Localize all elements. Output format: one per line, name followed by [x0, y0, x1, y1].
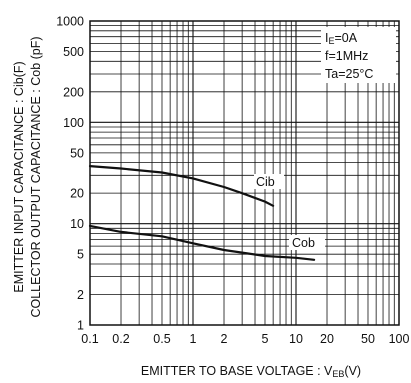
- x-tick-label: 0.2: [112, 332, 129, 346]
- x-axis-title: EMITTER TO BASE VOLTAGE : VEB(V): [141, 364, 361, 379]
- x-tick-label: 100: [389, 332, 410, 346]
- x-tick-label: 5: [262, 332, 269, 346]
- conditions-box: IE=0A f=1MHz Ta=25°C: [321, 27, 396, 83]
- x-tick-label: 50: [361, 332, 375, 346]
- y-tick-label: 5: [77, 248, 84, 262]
- cob-label-bg: [289, 235, 325, 250]
- x-tick-label: 2: [221, 332, 228, 346]
- y-axis-title-line2: COLLECTOR OUTPUT CAPACITANCE : Cob (pF): [29, 36, 43, 317]
- condition-temperature: Ta=25°C: [325, 67, 373, 81]
- series-lines: [88, 165, 316, 261]
- condition-frequency: f=1MHz: [325, 49, 368, 63]
- y-tick-label: 1000: [56, 15, 84, 29]
- y-tick-label: 50: [70, 146, 84, 160]
- x-tick-label: 10: [289, 332, 303, 346]
- y-tick-label: 500: [63, 45, 84, 59]
- series-line-cib: [88, 165, 275, 207]
- condition-ie: IE=0A: [325, 31, 358, 46]
- y-tick-label: 20: [70, 187, 84, 201]
- x-tick-labels: 0.1 0.2 0.5 1 2 5 10 20 50 100: [81, 332, 409, 346]
- y-tick-label: 100: [63, 116, 84, 130]
- series-line-cob: [88, 224, 316, 261]
- y-tick-labels: 1 2 5 10 20 50 100 200 500 1000: [56, 15, 84, 333]
- series-label-cib: Cib: [256, 175, 275, 189]
- x-tick-label: 0.1: [81, 332, 98, 346]
- x-tick-label: 1: [190, 332, 197, 346]
- cib-label-bg: [254, 174, 284, 189]
- y-tick-label: 200: [63, 85, 84, 99]
- series-label-cob: Cob: [292, 236, 315, 250]
- y-tick-label: 1: [77, 319, 84, 333]
- x-tick-label: 0.5: [153, 332, 170, 346]
- y-tick-label: 10: [70, 217, 84, 231]
- series-labels: Cib Cob: [254, 174, 325, 250]
- y-axis-title-line1: EMITTER INPUT CAPACITANCE : Cib(F): [12, 61, 26, 292]
- conditions-box-bg: [321, 27, 396, 83]
- x-tick-label: 20: [320, 332, 334, 346]
- plot-frame: [89, 20, 400, 326]
- y-tick-label: 2: [77, 288, 84, 302]
